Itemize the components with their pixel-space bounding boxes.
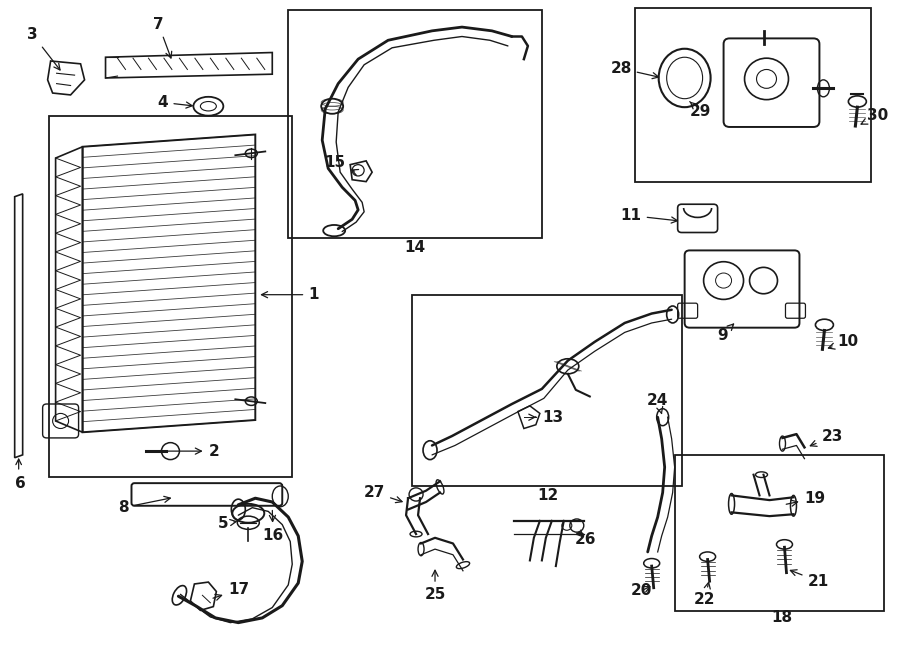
Text: 29: 29 xyxy=(689,102,712,120)
Text: 5: 5 xyxy=(218,516,236,531)
Text: 7: 7 xyxy=(153,17,172,58)
Text: 16: 16 xyxy=(262,510,284,543)
Text: 18: 18 xyxy=(771,610,792,625)
Text: 8: 8 xyxy=(118,496,170,515)
Text: 26: 26 xyxy=(575,530,597,547)
Text: 21: 21 xyxy=(790,570,829,588)
Text: 4: 4 xyxy=(158,95,193,110)
Text: 10: 10 xyxy=(828,334,859,349)
Text: 22: 22 xyxy=(694,582,716,607)
Text: 24: 24 xyxy=(647,393,669,414)
Text: 6: 6 xyxy=(15,476,26,490)
Text: 27: 27 xyxy=(364,485,402,502)
Text: 20: 20 xyxy=(631,583,652,598)
Text: 2: 2 xyxy=(157,444,219,459)
Text: 25: 25 xyxy=(424,570,446,602)
Text: 3: 3 xyxy=(27,27,60,70)
Text: 30: 30 xyxy=(861,108,888,124)
Text: 12: 12 xyxy=(537,488,559,503)
Text: 17: 17 xyxy=(213,582,249,600)
Text: 23: 23 xyxy=(810,430,842,446)
Text: 13: 13 xyxy=(529,410,563,424)
Text: 1: 1 xyxy=(262,287,319,302)
Text: 15: 15 xyxy=(324,155,358,175)
Text: 11: 11 xyxy=(621,208,678,223)
Text: 19: 19 xyxy=(787,490,825,506)
Text: 14: 14 xyxy=(404,240,426,255)
Text: 9: 9 xyxy=(717,324,734,342)
Text: 28: 28 xyxy=(610,61,659,79)
